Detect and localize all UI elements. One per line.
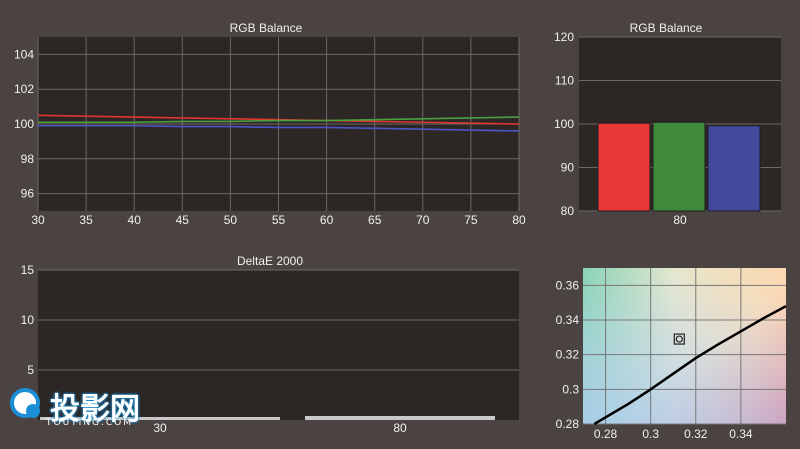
planckian-locus-curve [593,305,787,426]
cie-x-tick-label: 0.28 [594,427,618,441]
bar-2 [707,125,761,212]
bar-0 [597,122,651,212]
cie-chromaticity-chart: 0.28 0.3 0.32 0.34 0.28 0.3 0.32 0.34 0.36 [556,268,787,441]
line-chart-x-tick-label: 75 [464,213,478,227]
line-chart-x-tick-label: 30 [31,213,45,227]
line-chart-x-tick-label: 60 [320,213,334,227]
bar-chart-y-tick-label: 120 [554,30,574,44]
cie-y-tick-label: 0.32 [556,348,580,362]
deltae-2000-chart: DeltaE 2000 5 10 15 30 80 [21,254,519,435]
line-chart-x-tick-label: 40 [128,213,142,227]
deltae-grid [38,269,519,371]
line-chart-x-tick-label: 55 [272,213,286,227]
cie-y-tick-label: 0.3 [562,382,579,396]
line-chart-x-tick-label: 80 [512,213,526,227]
bar-chart-y-tick-label: 80 [561,204,575,218]
watermark-logo: 投影网 TOUYING.COM [6,384,156,444]
cie-color-overlay-blue [583,268,786,424]
bar-1 [652,121,706,212]
line-chart-x-tick-label: 50 [224,213,238,227]
deltae-y-tick-label: 10 [21,313,35,327]
rgb-balance-line-chart: RGB Balance 30 35 40 45 50 55 60 65 70 75 80 96 98 1… [14,21,526,227]
line-chart-y-tick-label: 98 [21,152,35,166]
cie-x-tick-label: 0.32 [684,427,708,441]
watermark-text: 投影网 [50,392,140,427]
deltae-y-tick-label: 15 [21,263,35,277]
bar-chart-y-tick-label: 90 [561,161,575,175]
line-chart-y-axis: 96 98 100 102 104 [14,47,34,200]
bar-chart-category-label: 80 [673,213,687,227]
cie-y-axis: 0.28 0.3 0.32 0.34 0.36 [556,278,580,431]
cie-y-tick-label: 0.34 [556,313,580,327]
line-chart-x-tick-label: 70 [416,213,430,227]
cie-grid [583,268,786,425]
bar-chart-y-tick-label: 100 [554,117,574,131]
watermark-subtext: TOUYING.COM [46,418,134,428]
line-chart-x-tick-label: 35 [79,213,93,227]
line-chart-x-tick-label: 45 [176,213,190,227]
cie-y-tick-label: 0.36 [556,278,580,292]
cie-y-tick-label: 0.28 [556,417,580,431]
line-chart-series [37,114,520,132]
line-chart-title: RGB Balance [230,21,303,35]
cie-x-tick-label: 0.3 [642,427,659,441]
deltae-bar-0 [40,417,280,420]
bar-chart-y-axis: 80 90 100 110 120 [554,30,574,218]
line-series-1 [38,116,520,124]
deltae-plot-area [38,270,519,420]
line-series-0 [37,114,520,125]
deltae-title: DeltaE 2000 [237,254,303,268]
deltae-y-axis: 5 10 15 [21,263,35,377]
measured-point-marker [675,335,683,343]
logo-ring-icon [10,388,40,418]
deltae-category-label-80: 80 [393,421,407,435]
line-chart-y-tick-label: 102 [14,82,34,96]
cie-x-tick-label: 0.34 [729,427,753,441]
deltae-category-label-30: 30 [153,421,167,435]
line-chart-y-tick-label: 96 [21,187,35,201]
bar-chart-title: RGB Balance [630,21,703,35]
bar-chart-bars [597,121,761,212]
line-series-2 [38,124,520,132]
bar-chart-y-tick-label: 110 [555,74,574,88]
rgb-balance-bar-chart: RGB Balance 80 90 100 110 120 80 [554,21,781,227]
deltae-bars [40,416,495,420]
line-chart-y-tick-label: 100 [14,117,34,131]
cie-x-axis: 0.28 0.3 0.32 0.34 [594,427,753,441]
target-point-marker [673,333,685,345]
line-chart-x-tick-label: 65 [368,213,382,227]
deltae-bar-1 [305,416,495,420]
deltae-y-tick-label: 5 [27,363,34,377]
line-chart-x-axis: 30 35 40 45 50 55 60 65 70 75 80 [31,213,526,227]
white-point-markers [673,333,685,345]
line-chart-y-tick-label: 104 [14,47,34,61]
